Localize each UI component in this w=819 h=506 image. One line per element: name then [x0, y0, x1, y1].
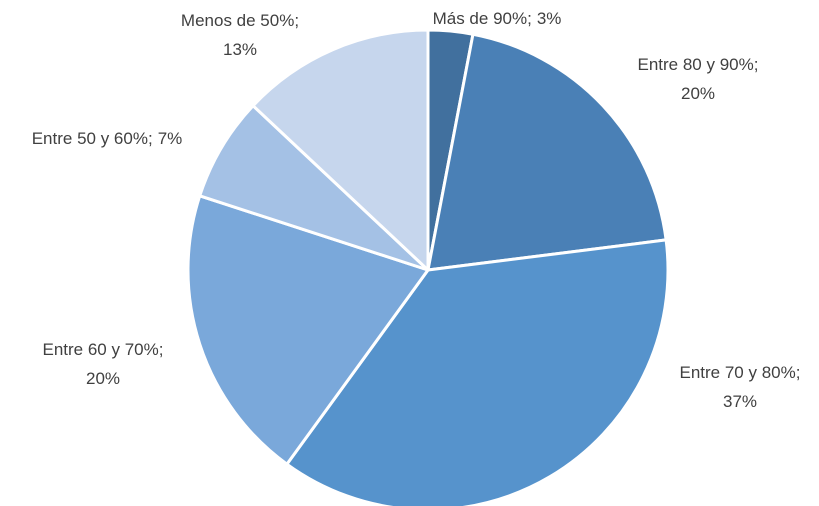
pie-slice	[251, 28, 430, 272]
pie-slice	[186, 194, 430, 466]
separator: ;	[796, 363, 801, 382]
data-label: Entre 50 y 60%; 7%	[32, 129, 183, 148]
category-label: Más de 90%	[433, 9, 528, 28]
category-label: Entre 80 y 90%	[638, 55, 754, 74]
data-label: Más de 90%; 3%	[433, 9, 562, 28]
pie-slice	[426, 32, 668, 272]
category-label: Entre 60 y 70%	[43, 340, 159, 359]
value-label: 7%	[158, 129, 183, 148]
data-label: Entre 70 y 80%; 37%	[680, 363, 801, 411]
pie-slice	[198, 104, 430, 272]
separator: ;	[754, 55, 759, 74]
category-label: Entre 70 y 80%	[680, 363, 796, 382]
value-label: 20%	[86, 369, 120, 388]
data-label: Entre 60 y 70%; 20%	[43, 340, 164, 388]
value-label: 13%	[223, 40, 257, 59]
pie-slice	[285, 238, 670, 506]
value-label: 37%	[723, 392, 757, 411]
separator: ;	[527, 9, 532, 28]
data-label: Menos de 50%; 13%	[181, 11, 299, 59]
category-label: Entre 50 y 60%	[32, 129, 148, 148]
data-label: Entre 80 y 90%; 20%	[638, 55, 759, 103]
separator: ;	[159, 340, 164, 359]
separator: ;	[148, 129, 153, 148]
value-label: 20%	[681, 84, 715, 103]
category-label: Menos de 50%	[181, 11, 294, 30]
value-label: 3%	[537, 9, 562, 28]
separator: ;	[294, 11, 299, 30]
